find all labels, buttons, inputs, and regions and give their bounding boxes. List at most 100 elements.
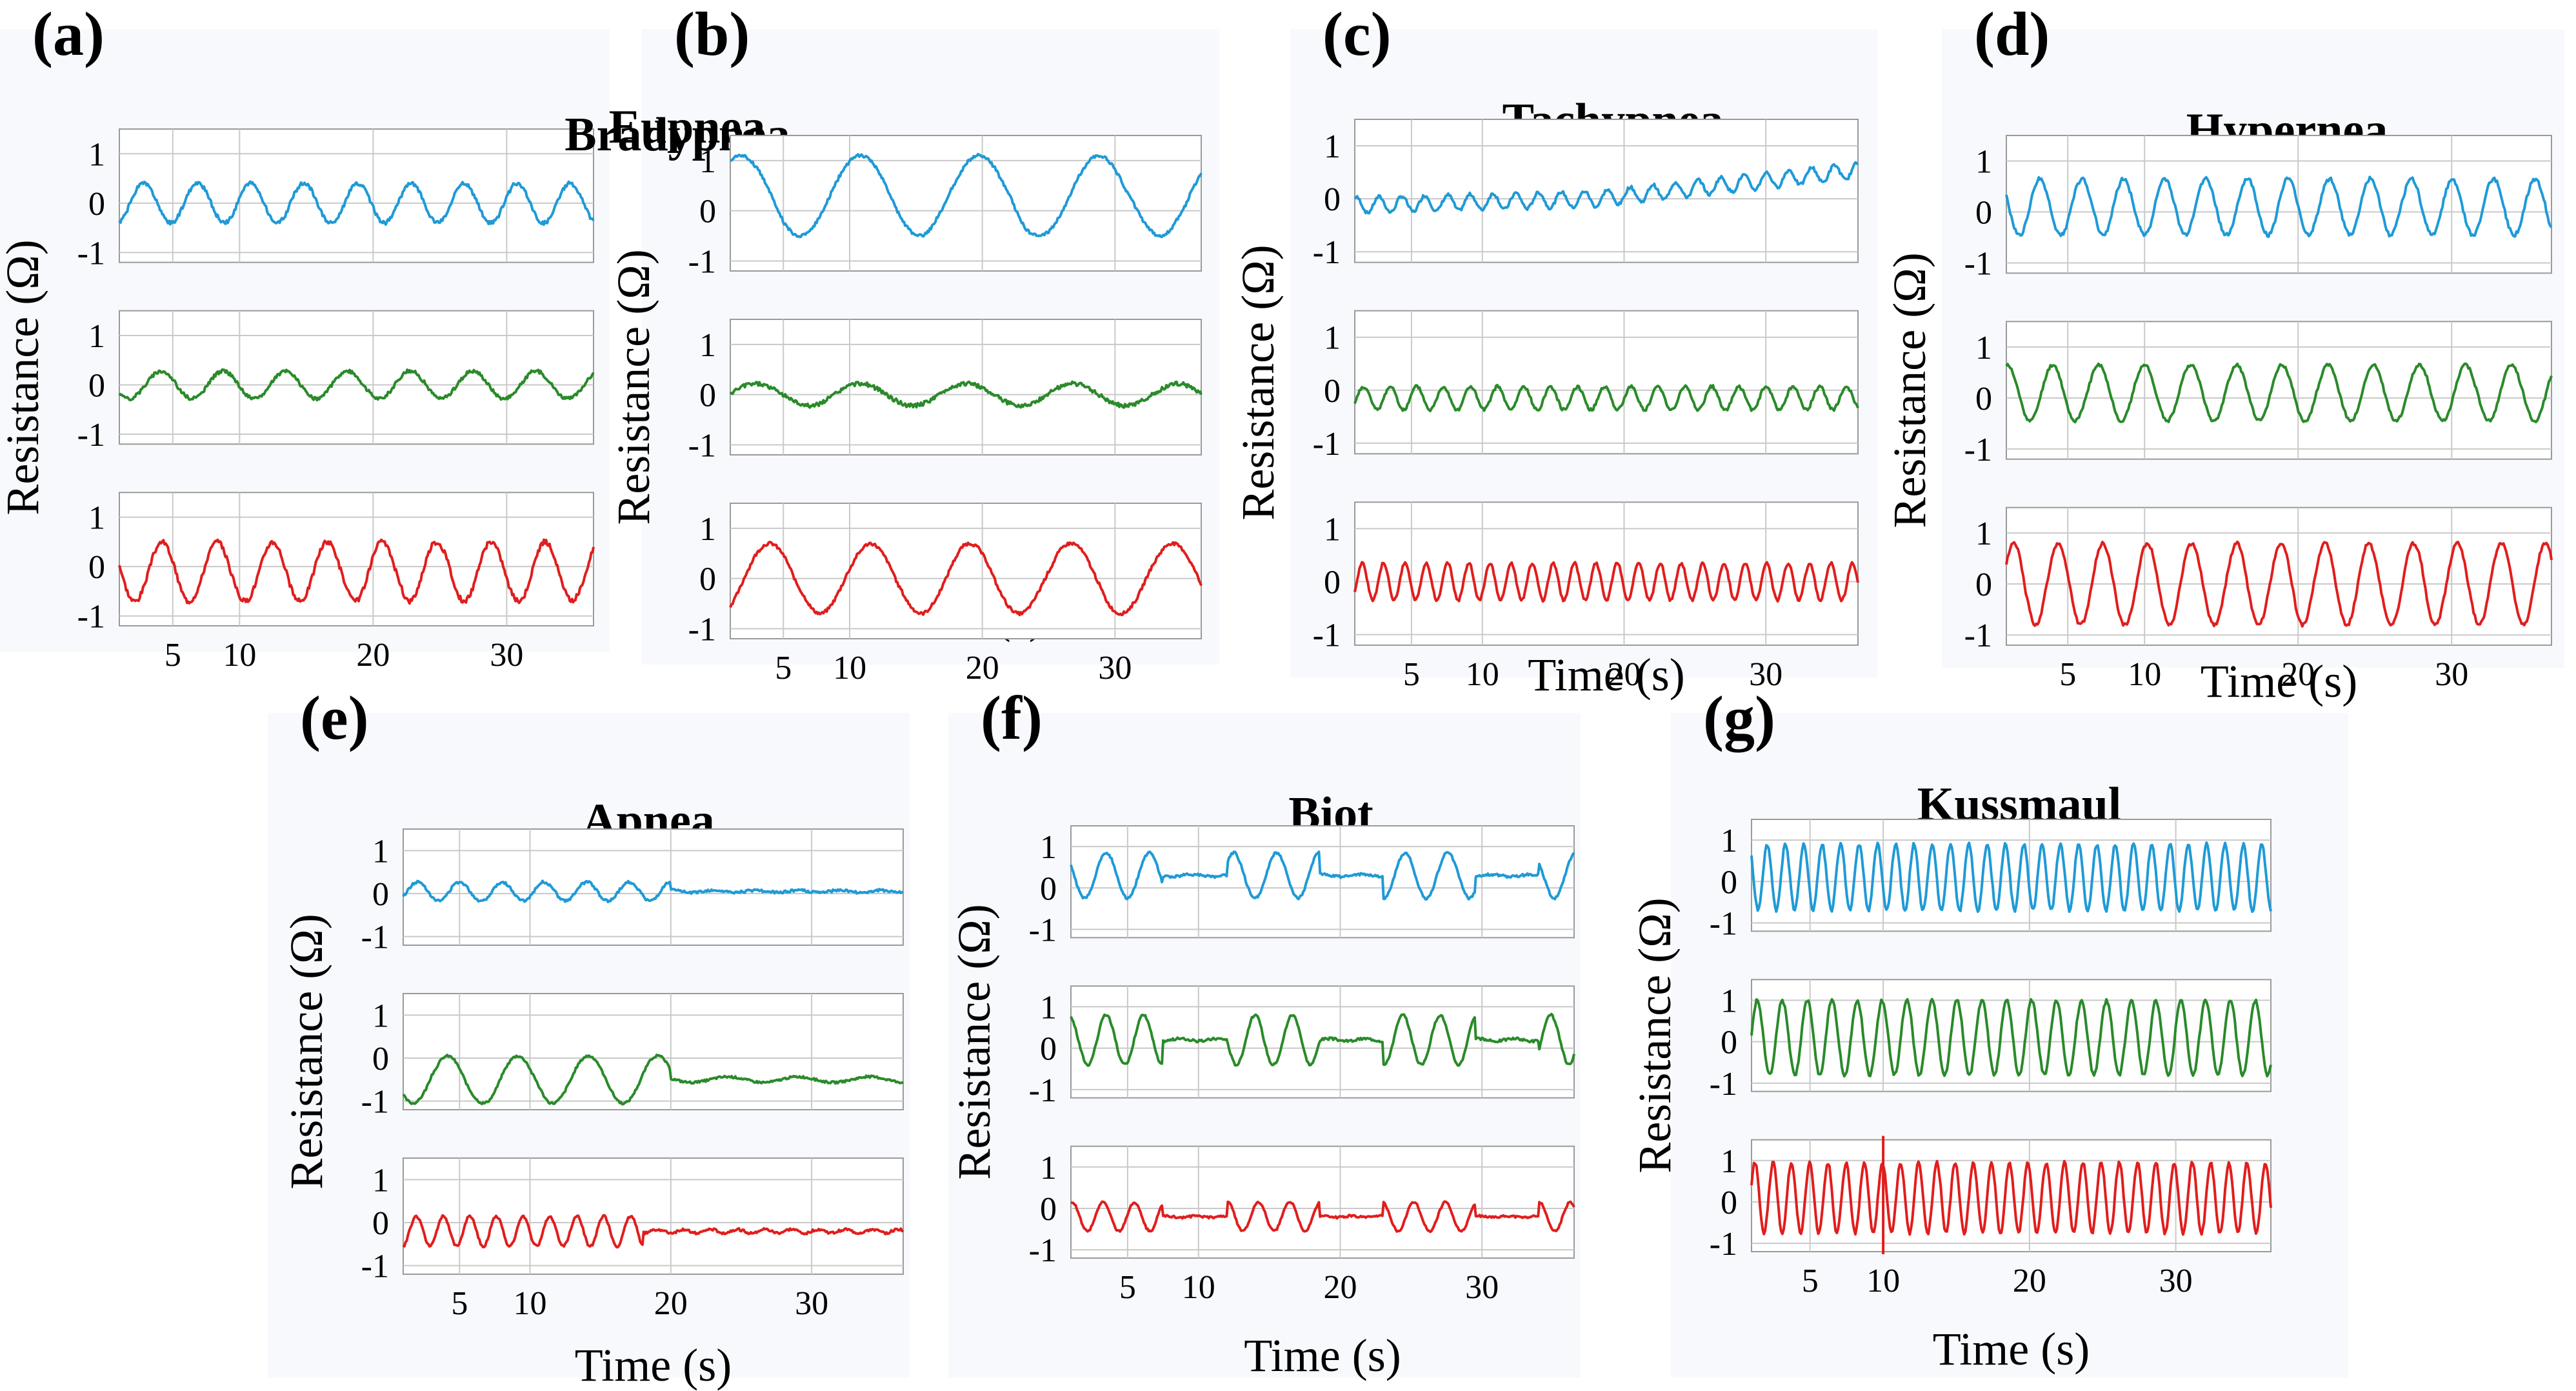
series-line-signal-3 [729,541,1203,617]
subplot-frame [2006,321,2552,460]
y-tick-label: 0 [88,549,105,586]
series-line-signal-1 [2005,175,2553,238]
panel-label: (f) [981,683,1043,752]
series-line-signal-3 [1750,1159,2272,1236]
subplot-1: -1 0 1 [1964,135,2553,283]
y-tick-label: -1 [1313,617,1341,654]
series-line-signal-3 [2005,540,2553,628]
x-axis-label: Time (s) [1528,649,1685,701]
series-line-signal-2 [118,368,595,402]
subplot-frame [730,135,1202,272]
y-tick-label: 1 [1324,511,1341,548]
y-tick-label: 0 [88,367,105,404]
subplot-frame [730,319,1202,455]
subplot-1: -1 0 1 [1029,825,1575,948]
y-tick-label: 1 [1040,989,1057,1026]
series-line-signal-1 [1353,161,1859,215]
subplot-2: -1 0 1 [688,319,1203,464]
y-tick-label: 1 [88,136,105,173]
x-tick-label: 30 [2159,1263,2193,1299]
subplot-3: -1 0 1 [688,503,1203,648]
y-tick-label: 0 [1975,566,1992,603]
y-tick-label: -1 [688,611,716,648]
subplot-3: -1 0 1 [1313,501,1859,654]
x-tick-label: 5 [1119,1269,1136,1306]
subplot-1: -1 0 1 [688,135,1203,280]
series-line-signal-1 [1070,850,1575,901]
y-tick-label: 0 [1040,870,1057,907]
y-tick-label: 1 [1324,320,1341,357]
y-tick-label: 1 [1721,1143,1737,1180]
y-tick-label: 1 [1721,983,1737,1019]
panel-label: (b) [674,0,750,68]
y-tick-label: -1 [361,919,389,956]
y-tick-label: 0 [1040,1191,1057,1228]
panel-label: (e) [300,683,369,752]
y-tick-label: 0 [1040,1031,1057,1068]
subplot-frame [1354,310,1859,455]
subplot-2: -1 0 1 [1710,979,2272,1103]
y-tick-label: -1 [1313,426,1341,463]
series-line-signal-1 [730,152,1203,239]
y-tick-label: 0 [372,876,389,913]
x-tick-label: 20 [966,650,999,686]
x-tick-label: 10 [513,1285,546,1322]
subplot-3: -1 0 1 [1029,1145,1575,1269]
y-tick-label: 1 [1975,330,1992,366]
y-tick-label: 1 [372,997,389,1034]
series-line-signal-1 [1750,841,2272,914]
y-tick-label: -1 [1964,617,1992,654]
subplot-1: -1 0 1 [77,128,595,272]
x-tick-label: 10 [223,637,256,674]
y-tick-label: -1 [1313,234,1341,271]
subplot-2: -1 0 1 [361,993,904,1121]
subplot-3: -1 0 1 [77,492,595,635]
subplot-frame [403,828,904,946]
y-tick-label: -1 [1029,912,1057,948]
subplot-frame [403,993,904,1110]
x-tick-label: 10 [1466,656,1499,693]
subplot-2: -1 0 1 [1313,310,1859,463]
x-tick-label: 20 [2281,656,2315,693]
y-tick-label: 1 [1721,823,1737,859]
y-tick-label: 0 [1721,1185,1737,1221]
series-line-signal-1 [402,879,904,903]
x-tick-label: 5 [451,1285,468,1322]
subplot-frame [1354,501,1859,646]
x-tick-label: 10 [833,650,866,686]
x-axis-label: Time (s) [1932,1323,2090,1375]
y-tick-label: 1 [699,143,716,180]
x-tick-label: 5 [775,650,792,686]
x-axis-label: Time (s) [574,1339,732,1391]
subplot-frame [1751,1139,2271,1252]
series-line-signal-3 [402,1214,904,1249]
series-line-signal-2 [2005,362,2553,424]
series-line-signal-2 [402,1054,904,1106]
subplot-frame [403,1157,904,1275]
y-tick-label: -1 [1964,432,1992,468]
y-tick-label: 1 [1975,144,1992,181]
subplot-2: -1 0 1 [1029,985,1575,1109]
y-tick-label: 0 [699,561,716,598]
y-tick-label: -1 [1710,1066,1737,1103]
y-tick-label: 0 [88,186,105,223]
y-tick-label: 0 [1324,564,1341,601]
y-tick-label: 1 [699,327,716,364]
y-tick-label: 1 [1040,829,1057,866]
y-tick-label: 0 [1324,181,1341,218]
y-tick-label: -1 [1710,1226,1737,1263]
x-tick-label: 5 [1802,1263,1819,1299]
subplot-1: -1 0 1 [361,828,904,956]
y-tick-label: 0 [1975,195,1992,232]
y-tick-label: 1 [1975,515,1992,552]
subplot-frame [119,492,594,626]
x-tick-label: 5 [165,637,181,674]
subplot-1: -1 0 1 [1710,819,2272,942]
y-tick-label: 1 [372,833,389,870]
x-axis-label: Time (s) [2200,655,2358,707]
series-line-signal-1 [118,180,595,226]
panel-label: (d) [1974,0,2050,68]
